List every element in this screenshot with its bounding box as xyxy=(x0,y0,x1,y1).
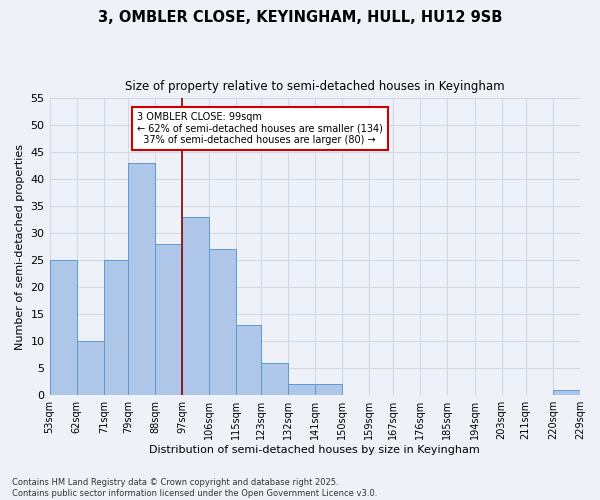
Bar xyxy=(77,341,104,395)
Bar xyxy=(50,260,77,395)
Bar xyxy=(236,325,260,395)
Text: 3 OMBLER CLOSE: 99sqm
← 62% of semi-detached houses are smaller (134)
  37% of s: 3 OMBLER CLOSE: 99sqm ← 62% of semi-deta… xyxy=(137,112,383,145)
Bar xyxy=(104,260,128,395)
Bar xyxy=(182,217,209,395)
Text: 3, OMBLER CLOSE, KEYINGHAM, HULL, HU12 9SB: 3, OMBLER CLOSE, KEYINGHAM, HULL, HU12 9… xyxy=(98,10,502,25)
Title: Size of property relative to semi-detached houses in Keyingham: Size of property relative to semi-detach… xyxy=(125,80,505,93)
Bar xyxy=(315,384,342,395)
X-axis label: Distribution of semi-detached houses by size in Keyingham: Distribution of semi-detached houses by … xyxy=(149,445,480,455)
Bar xyxy=(553,390,580,395)
Bar xyxy=(209,250,236,395)
Y-axis label: Number of semi-detached properties: Number of semi-detached properties xyxy=(15,144,25,350)
Bar xyxy=(128,163,155,395)
Bar xyxy=(155,244,182,395)
Bar xyxy=(260,363,287,395)
Bar xyxy=(287,384,315,395)
Text: Contains HM Land Registry data © Crown copyright and database right 2025.
Contai: Contains HM Land Registry data © Crown c… xyxy=(12,478,377,498)
